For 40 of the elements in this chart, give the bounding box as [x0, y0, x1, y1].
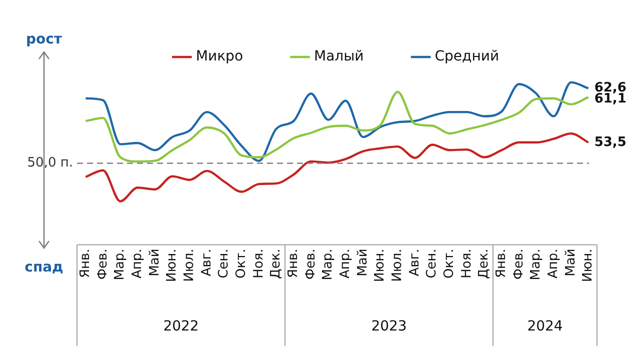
- text: спад: [24, 260, 64, 276]
- x-tick-label: Авг.: [199, 248, 214, 276]
- x-tick-label: Дек.: [476, 248, 492, 279]
- x-tick-label: Авг.: [407, 248, 422, 276]
- x-tick-label: Июн.: [372, 248, 388, 282]
- x-tick-label: Июл.: [390, 248, 406, 282]
- text: 2023: [371, 318, 407, 335]
- x-tick-label: Май: [147, 248, 162, 276]
- data-label: 61,1: [594, 92, 626, 107]
- text: 2022: [163, 318, 199, 335]
- x-tick-label: Июн.: [164, 248, 180, 282]
- x-tick-label: Ноя.: [459, 248, 474, 278]
- x-tick-label: Ноя.: [251, 248, 266, 278]
- x-tick-label: Янв.: [78, 248, 94, 278]
- x-tick-label: Июн.: [580, 248, 596, 282]
- x-tick-label: Апр.: [338, 248, 354, 278]
- x-tick-label: Янв.: [286, 248, 302, 278]
- x-tick-label: Дек.: [268, 248, 284, 279]
- x-tick-label: Май: [355, 248, 370, 276]
- data-label: 53,5: [594, 134, 626, 150]
- x-tick-label: Фев.: [303, 248, 318, 280]
- text: 2024: [527, 318, 563, 335]
- x-tick-label: Сен.: [216, 248, 232, 278]
- legend-label: Малый: [314, 48, 364, 65]
- x-tick-label: Окт.: [234, 248, 250, 278]
- x-tick-label: Фев.: [511, 248, 526, 280]
- text: рост: [26, 32, 63, 48]
- x-tick-label: Фев.: [95, 248, 110, 280]
- x-tick-label: Июл.: [182, 248, 198, 282]
- x-tick-label: Мар.: [112, 248, 128, 280]
- x-tick-label: Сен.: [424, 248, 440, 278]
- x-tick-label: Янв.: [494, 248, 510, 278]
- x-tick-label: Апр.: [546, 248, 562, 278]
- legend-label: Средний: [434, 48, 500, 65]
- x-tick-label: Мар.: [320, 248, 336, 280]
- x-tick-label: Мар.: [528, 248, 544, 280]
- x-tick-label: Окт.: [442, 248, 458, 278]
- x-tick-label: Апр.: [130, 248, 146, 278]
- legend-label: Микро: [196, 48, 244, 65]
- x-tick-label: Май: [563, 248, 578, 276]
